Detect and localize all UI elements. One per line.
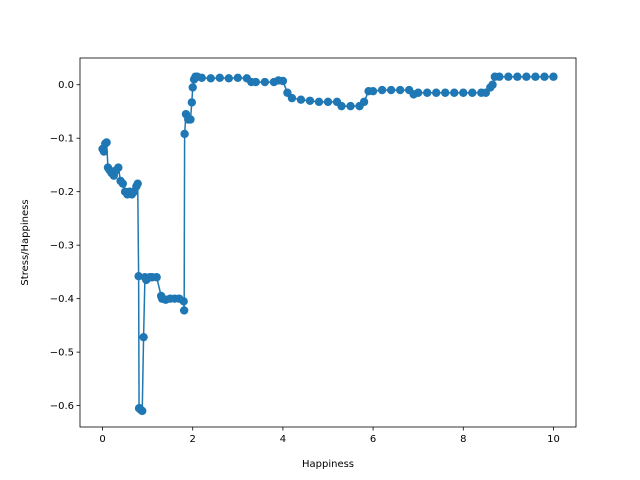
data-point — [118, 179, 128, 188]
y-tick-label: −0.3 — [50, 241, 74, 252]
data-point — [278, 76, 288, 86]
x-axis-label: Happiness — [302, 459, 354, 470]
data-point — [495, 72, 504, 81]
data-point — [99, 147, 109, 156]
series-markers — [98, 72, 558, 416]
y-tick-label: −0.1 — [50, 134, 74, 145]
x-tick-label: 4 — [280, 434, 286, 445]
x-tick-label: 2 — [190, 434, 196, 445]
data-point — [188, 83, 197, 92]
data-point — [305, 96, 315, 105]
data-point — [468, 88, 477, 97]
plot-frame — [79, 57, 577, 428]
data-point — [368, 86, 378, 96]
data-point — [522, 72, 531, 81]
data-point — [296, 95, 306, 104]
y-tick-label: −0.5 — [50, 348, 74, 359]
data-point — [179, 306, 189, 315]
data-point — [504, 72, 513, 81]
data-point — [179, 297, 188, 306]
data-point — [377, 85, 387, 95]
data-point — [206, 74, 215, 83]
data-point — [186, 115, 195, 124]
data-point — [215, 73, 224, 82]
data-point — [114, 163, 123, 172]
x-tick-label: 8 — [460, 434, 466, 445]
y-axis-label: Stress/Happiness — [20, 199, 31, 285]
x-axis-ticks: 0 2 4 6 8 10 — [99, 427, 560, 445]
plot-area — [80, 58, 576, 427]
data-point — [459, 88, 468, 97]
x-tick-label: 6 — [370, 434, 376, 445]
y-axis-ticks: −0.6 −0.5 −0.4 −0.3 −0.2 −0.1 0.0 — [50, 80, 80, 412]
data-point — [441, 88, 450, 97]
data-point — [450, 88, 459, 97]
y-tick-label: −0.6 — [50, 401, 74, 412]
data-point — [395, 85, 405, 95]
data-point — [102, 138, 111, 147]
data-point — [488, 80, 497, 89]
data-point — [423, 88, 432, 97]
data-point — [260, 77, 270, 87]
y-tick-label: −0.2 — [50, 187, 74, 198]
data-point — [346, 101, 355, 111]
data-point — [224, 74, 233, 83]
data-point — [531, 72, 540, 81]
data-point — [139, 332, 148, 342]
data-point — [180, 129, 189, 139]
data-point — [432, 88, 441, 97]
data-point — [314, 97, 324, 107]
data-point — [138, 406, 147, 416]
data-point — [233, 73, 243, 82]
data-point — [337, 101, 346, 111]
data-point — [549, 72, 558, 81]
x-tick-label: 0 — [99, 434, 105, 445]
data-point — [133, 179, 142, 188]
y-tick-label: 0.0 — [58, 80, 74, 91]
data-point — [187, 98, 197, 107]
data-point — [413, 88, 423, 97]
data-point — [134, 271, 143, 281]
data-point — [386, 85, 396, 95]
series-layer — [98, 72, 558, 416]
data-point — [323, 97, 333, 107]
data-point — [287, 93, 297, 103]
x-tick-label: 10 — [547, 434, 560, 445]
data-point — [251, 77, 261, 87]
data-point — [152, 273, 161, 282]
data-point — [513, 72, 522, 81]
data-point — [359, 97, 369, 107]
data-point — [540, 72, 549, 81]
y-tick-label: −0.4 — [50, 294, 74, 305]
data-point — [197, 73, 206, 82]
